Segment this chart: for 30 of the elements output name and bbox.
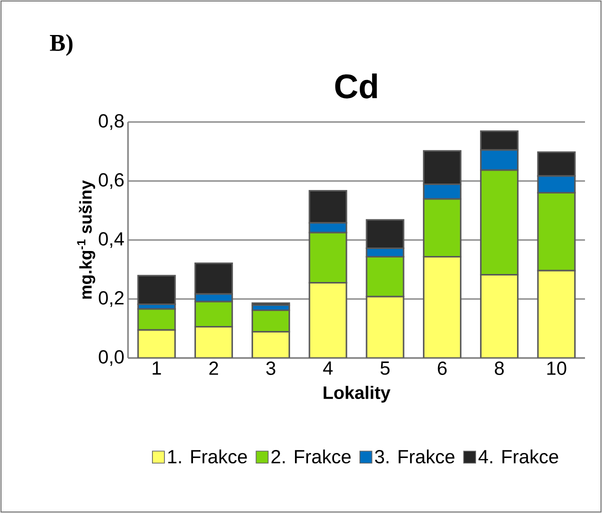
x-tick-label: 4: [323, 362, 333, 375]
bar: [194, 326, 233, 358]
legend-label: 3. Frakce: [375, 449, 454, 464]
text: B): [50, 34, 72, 56]
y-tick-label: 0,4: [98, 232, 124, 248]
legend-label: 4. Frakce: [478, 449, 558, 464]
bar: [537, 270, 576, 358]
legend-label: 2. Frakce: [272, 449, 351, 464]
bar: [137, 274, 176, 306]
x-tick-label: 6: [438, 362, 447, 375]
x-tick-label: 5: [380, 362, 390, 375]
bar: [137, 329, 176, 358]
y-tick-label: 0,2: [98, 291, 124, 307]
x-axis-title: Lokality: [324, 386, 390, 403]
bar: [366, 296, 404, 358]
x-tick-label: 1: [152, 362, 161, 375]
bar: [422, 256, 462, 358]
chart-title: Cd: [335, 73, 377, 98]
y-tick-label: 0,6: [98, 173, 124, 189]
x-tick-label: 8: [494, 362, 504, 375]
x-tick-label: 3: [266, 362, 276, 375]
legend-label: 1. Frakce: [168, 449, 247, 464]
y-tick-label: 0,0: [98, 350, 124, 366]
x-tick-label: 10: [547, 362, 566, 375]
y-axis-title: mg.kg$^{-1}$ sušiny: [77, 180, 96, 299]
bar: [480, 274, 519, 358]
y-tick-label: 0,8: [98, 114, 124, 130]
x-tick-label: 2: [209, 362, 218, 375]
bar: [252, 330, 290, 358]
bar: [308, 282, 348, 358]
